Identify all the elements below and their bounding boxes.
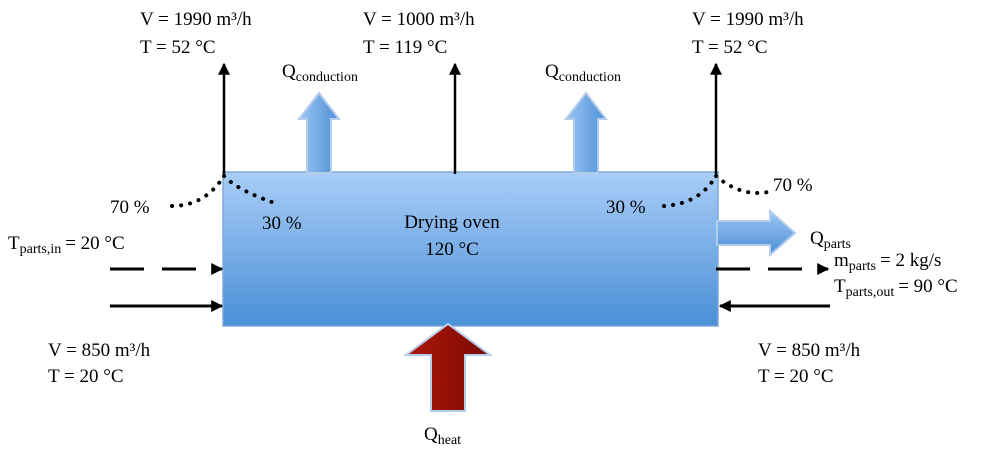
split-right-outer: 70 % (773, 175, 813, 196)
oven-temperature: 120 °C (425, 239, 479, 260)
conduction-right-label: Qconduction (545, 61, 621, 85)
inlet-left-temp: T = 20 °C (48, 366, 124, 387)
heat-input-arrow (402, 322, 494, 412)
top-left-temp: T = 52 °C (140, 37, 216, 58)
heat-input-label: Qheat (424, 424, 461, 448)
drying-oven-box (222, 171, 719, 327)
top-left-flow: V = 1990 m³/h (140, 9, 252, 30)
parts-inlet-label: Tparts,in = 20 °C (8, 233, 125, 257)
conduction-left-arrow (296, 91, 342, 174)
parts-mass-label: mparts = 2 kg/s (834, 250, 941, 274)
conduction-right-arrow (563, 91, 609, 174)
inlet-left-flow: V = 850 m³/h (48, 340, 151, 361)
split-left-outer: 70 % (110, 197, 150, 218)
parts-out-temp-label: Tparts,out = 90 °C (834, 276, 958, 300)
top-right-flow: V = 1990 m³/h (692, 9, 804, 30)
split-right-outer-curve (714, 174, 770, 195)
top-center-temp: T = 119 °C (363, 37, 447, 58)
split-left-inner: 30 % (262, 213, 302, 234)
top-center-flow: V = 1000 m³/h (363, 9, 475, 30)
parts-heat-arrow (716, 208, 797, 258)
top-right-temp: T = 52 °C (692, 37, 768, 58)
inlet-right-temp: T = 20 °C (758, 366, 834, 387)
oven-title: Drying oven (404, 212, 500, 233)
inlet-right-flow: V = 850 m³/h (758, 340, 861, 361)
conduction-left-label: Qconduction (282, 61, 358, 85)
split-right-inner: 30 % (606, 197, 646, 218)
parts-heat-label: Qparts (810, 228, 851, 252)
split-left-outer-curve (170, 174, 226, 208)
